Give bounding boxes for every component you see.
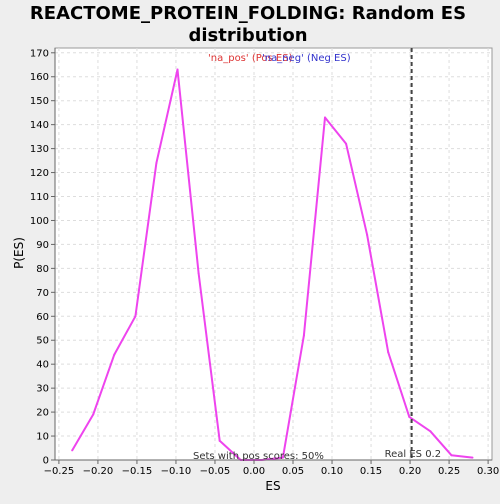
data-point bbox=[155, 161, 158, 164]
x-tick-label: 0.15 bbox=[360, 466, 382, 477]
x-tick-label: −0.20 bbox=[83, 466, 114, 477]
x-tick-label: 0.10 bbox=[321, 466, 343, 477]
y-tick-label: 150 bbox=[30, 96, 49, 107]
x-tick-label: −0.15 bbox=[122, 466, 153, 477]
data-point bbox=[281, 456, 284, 459]
y-tick-label: 40 bbox=[36, 360, 49, 371]
plot-area bbox=[54, 47, 493, 461]
y-tick-label: 110 bbox=[30, 192, 49, 203]
y-tick-label: 20 bbox=[36, 408, 49, 419]
legend-pos-es: 'na_pos' (Pos ES) bbox=[208, 53, 293, 64]
y-tick-label: 120 bbox=[30, 168, 49, 179]
y-tick-label: 80 bbox=[36, 264, 49, 275]
x-tick-label: 0.25 bbox=[438, 466, 460, 477]
x-tick-label: −0.10 bbox=[161, 466, 192, 477]
data-point bbox=[471, 456, 474, 459]
data-point bbox=[71, 449, 74, 452]
y-tick-label: 160 bbox=[30, 72, 49, 83]
data-point bbox=[345, 142, 348, 145]
data-point bbox=[302, 334, 305, 337]
data-point bbox=[324, 116, 327, 119]
y-tick-label: 140 bbox=[30, 120, 49, 131]
x-tick-label: −0.05 bbox=[200, 466, 231, 477]
y-axis-label: P(ES) bbox=[12, 237, 26, 269]
y-tick-label: 70 bbox=[36, 288, 49, 299]
data-point bbox=[134, 315, 137, 318]
y-tick-label: 170 bbox=[30, 48, 49, 59]
legend-neg-es: 'na_neg' (Neg ES) bbox=[262, 53, 351, 64]
grid-layer bbox=[55, 48, 492, 461]
x-tick-label: 0.05 bbox=[282, 466, 304, 477]
data-point bbox=[92, 413, 95, 416]
y-tick-label: 50 bbox=[36, 336, 49, 347]
data-point bbox=[408, 415, 411, 418]
x-tick-label: 0.00 bbox=[243, 466, 265, 477]
data-point bbox=[387, 351, 390, 354]
y-tick-label: 0 bbox=[43, 456, 49, 467]
x-tick-label: −0.25 bbox=[44, 466, 75, 477]
real-es-layer: Real ES 0.2 bbox=[385, 48, 441, 460]
data-point bbox=[366, 233, 369, 236]
y-tick-label: 60 bbox=[36, 312, 49, 323]
x-axis-label: ES bbox=[265, 479, 280, 493]
x-tick-label: 0.30 bbox=[477, 466, 499, 477]
y-tick-label: 130 bbox=[30, 144, 49, 155]
x-tick-label: 0.20 bbox=[399, 466, 421, 477]
data-point bbox=[176, 68, 179, 71]
data-point bbox=[429, 430, 432, 433]
text-layer: 'na_pos' (Pos ES)'na_neg' (Neg ES) Sets w… bbox=[193, 53, 351, 462]
data-point bbox=[113, 353, 116, 356]
data-point bbox=[450, 454, 453, 457]
chart-title-line-2: distribution bbox=[188, 25, 307, 46]
data-point bbox=[197, 272, 200, 275]
real-es-label: Real ES 0.2 bbox=[385, 449, 441, 460]
y-tick-label: 10 bbox=[36, 432, 49, 443]
data-point bbox=[218, 439, 221, 442]
y-tick-label: 100 bbox=[30, 216, 49, 227]
y-tick-label: 90 bbox=[36, 240, 49, 251]
y-tick-label: 30 bbox=[36, 384, 49, 395]
chart-title-line-1: REACTOME_PROTEIN_FOLDING: Random ES bbox=[30, 3, 466, 24]
distribution-line bbox=[71, 68, 473, 461]
pos-scores-annotation: Sets with pos scores: 50% bbox=[193, 451, 324, 462]
axes-layer: 0 10 20 30 40 50 60 70 80 90 100 110 120 130 140 150 160… bbox=[30, 48, 499, 477]
series-layer bbox=[71, 68, 474, 461]
